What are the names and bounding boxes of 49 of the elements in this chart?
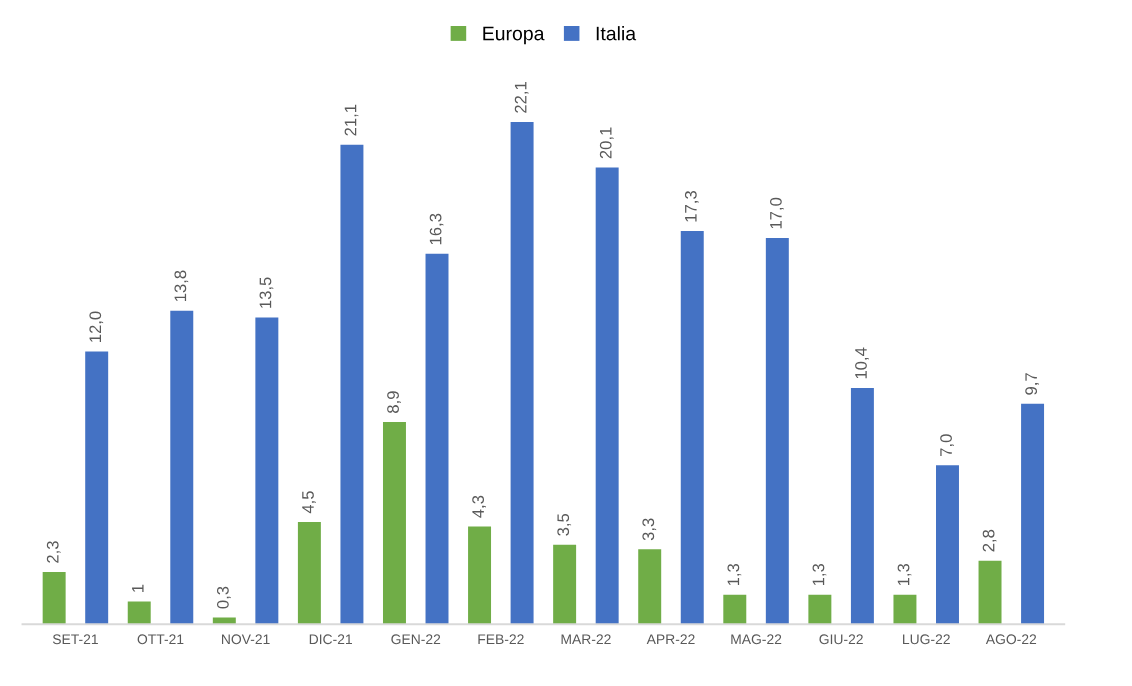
legend-label: Europa — [483, 26, 545, 45]
data-label: 22,1 — [514, 82, 529, 113]
data-label: 2,3 — [46, 541, 61, 563]
bar — [468, 526, 492, 625]
bar — [425, 253, 449, 625]
bar — [808, 594, 832, 625]
bar — [382, 422, 406, 625]
data-label: 3,3 — [642, 518, 657, 541]
bar — [127, 601, 151, 625]
data-label: 20,1 — [599, 127, 614, 159]
bar — [638, 549, 662, 625]
data-label: 21,1 — [344, 104, 359, 136]
data-label: 1,3 — [727, 563, 742, 586]
data-label: 17,3 — [684, 191, 699, 222]
bar — [850, 387, 874, 625]
bar — [297, 521, 321, 625]
data-label: 2,8 — [982, 529, 997, 552]
bar — [1021, 403, 1045, 625]
data-label: 9,7 — [1025, 373, 1040, 395]
bar — [255, 317, 279, 625]
bar — [553, 544, 577, 625]
bar — [595, 167, 619, 625]
bar — [893, 594, 917, 625]
data-label: 10,4 — [855, 347, 869, 379]
bar — [765, 237, 789, 625]
data-label: 8,9 — [387, 391, 401, 413]
bar — [85, 351, 109, 625]
data-label: 13,5 — [259, 277, 274, 308]
bar — [680, 231, 704, 625]
data-label: 4,3 — [472, 495, 486, 518]
data-label: 16,3 — [429, 213, 444, 245]
data-label: 4,5 — [302, 491, 316, 514]
data-label: 3,5 — [557, 513, 572, 536]
bar — [170, 310, 194, 625]
bar — [936, 465, 959, 625]
data-label: 1,3 — [897, 563, 912, 586]
data-label: 0,3 — [216, 586, 231, 609]
data-label: 17,0 — [770, 197, 784, 229]
data-label: 1,3 — [812, 563, 827, 586]
data-label: 7,0 — [940, 434, 954, 456]
bar — [42, 571, 66, 625]
data-label: 1 — [132, 584, 144, 592]
legend-label: Italia — [596, 26, 637, 41]
bar — [723, 594, 747, 625]
data-label: 13,8 — [174, 270, 189, 302]
bar — [340, 144, 364, 625]
bar — [978, 560, 1002, 625]
bar — [510, 122, 534, 625]
data-label: 12,0 — [89, 311, 104, 342]
